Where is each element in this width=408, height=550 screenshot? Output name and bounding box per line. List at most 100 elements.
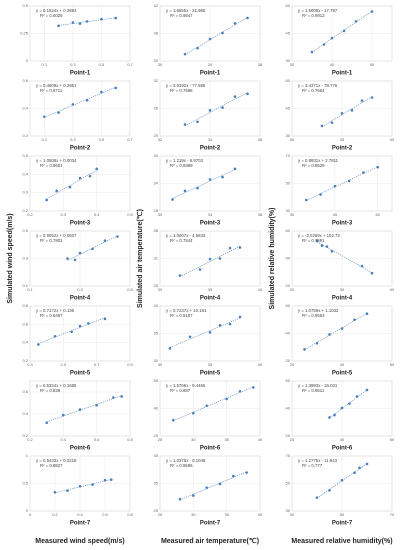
chart-title: Point-7: [200, 521, 221, 527]
x-tick-label: 38: [258, 62, 263, 67]
y-tick-label: 0.2: [22, 433, 28, 438]
annotation: R² = 0.9913: [302, 13, 325, 18]
y-tick-label: 0.2: [22, 358, 28, 363]
data-point: [100, 17, 103, 21]
annotation: y = 0.4509x + 0.2861: [36, 83, 77, 88]
data-point: [95, 167, 98, 171]
y-tick-label: 0.8: [22, 303, 28, 308]
data-point: [238, 246, 242, 249]
y-tick-label: 0.1: [22, 283, 28, 288]
data-point: [340, 111, 344, 115]
annotation: y = 0.7237x + 10.181: [166, 308, 207, 313]
x-tick-label: 35: [208, 362, 213, 367]
annotation: R² = 0.9187: [170, 313, 193, 318]
chart-title: Point-4: [200, 296, 221, 302]
x-tick-label: 30: [340, 287, 345, 292]
x-tick-label: 0.5: [127, 212, 133, 217]
data-point: [208, 331, 212, 334]
y-tick-label: 25: [154, 508, 159, 513]
x-tick-label: 0.2: [27, 437, 33, 442]
chart-title: Point-7: [332, 521, 353, 527]
y-tick-label: 0.4: [22, 171, 28, 176]
y-tick-label: 26: [154, 106, 159, 111]
data-point: [238, 389, 242, 393]
data-point: [221, 106, 224, 109]
trendline: [172, 169, 236, 199]
x-tick-label: 40: [258, 437, 263, 442]
y-tick-label: 0.3: [22, 190, 28, 195]
annotation: R² = 0.6026: [40, 13, 63, 18]
chart-title: Point-5: [70, 371, 91, 377]
y-tick-label: 0.4: [22, 340, 28, 345]
x-tick-label: 50: [370, 62, 375, 67]
data-point: [172, 418, 175, 422]
y-tick-label: 40: [286, 256, 291, 261]
x-tick-label: 25: [158, 437, 163, 442]
trendline: [311, 10, 373, 53]
trendline: [46, 395, 122, 423]
x-tick-label: 60: [390, 437, 395, 442]
x-tick-label: 34: [208, 62, 213, 67]
y-tick-label: 34: [154, 181, 159, 186]
y-tick-label: 45: [286, 106, 291, 111]
x-axis-label: Measured air temperature(℃): [161, 537, 259, 545]
x-tick-label: 0.3: [27, 362, 33, 367]
y-tick-label: 70: [286, 453, 291, 458]
y-tick-label: 45: [154, 453, 159, 458]
data-point: [208, 37, 212, 41]
data-point: [196, 46, 199, 50]
y-tick-label: 40: [154, 153, 159, 158]
chart-title: Point-3: [70, 221, 91, 227]
data-point: [196, 186, 199, 190]
data-point: [218, 323, 222, 327]
y-tick-label: 0.5: [22, 481, 28, 486]
chart-title: Point-5: [200, 371, 221, 377]
x-tick-label: 0.3: [70, 137, 76, 142]
data-point: [178, 497, 182, 501]
y-tick-label: 40: [286, 331, 291, 336]
data-point: [103, 239, 107, 242]
y-tick-label: 0.5: [22, 153, 28, 158]
annotation: y = 1.0508x + 0.0034: [36, 158, 77, 163]
data-point: [228, 322, 232, 326]
data-point: [114, 16, 118, 20]
data-point: [365, 388, 369, 392]
data-point: [340, 406, 344, 410]
y-tick-label: 40: [286, 406, 291, 411]
data-point: [178, 274, 182, 277]
data-point: [70, 330, 73, 333]
x-tick-label: 30: [290, 512, 295, 517]
data-point: [348, 402, 351, 405]
data-point: [66, 489, 69, 492]
data-point: [68, 185, 72, 189]
data-point: [365, 312, 369, 316]
y-tick-label: 55: [154, 378, 159, 383]
x-tick-label: 35: [208, 287, 213, 292]
x-tick-label: 0.6: [94, 437, 100, 442]
y-tick-label: 60: [286, 303, 291, 308]
annotation: R² = 0.887: [170, 388, 191, 393]
data-point: [333, 413, 336, 417]
annotation: y = 3.4371x - 78.776: [298, 83, 338, 88]
data-point: [78, 484, 82, 488]
annotation: R² = 0.9511: [302, 388, 325, 393]
data-point: [328, 416, 331, 419]
x-tick-label: 0.7: [94, 362, 100, 367]
annotation: R² = 0.9389: [170, 163, 193, 168]
x-tick-label: 20: [290, 362, 295, 367]
chart-title: Point-1: [70, 71, 91, 77]
data-point: [342, 29, 346, 33]
chart-title: Point-5: [332, 371, 353, 377]
x-tick-label: 20: [290, 287, 295, 292]
y-tick-label: 0.6: [22, 389, 28, 394]
x-tick-label: 0.2: [27, 212, 33, 217]
x-tick-label: 40: [330, 62, 335, 67]
x-tick-label: 35: [224, 512, 229, 517]
annotation: y = 1.5766x - 9.4466: [166, 383, 206, 388]
data-point: [362, 171, 365, 174]
annotation: R² = 0.7664: [302, 88, 325, 93]
x-tick-label: 0.1: [27, 287, 33, 292]
annotation: y = 1.0759x + 1.1032: [298, 308, 339, 313]
data-point: [376, 165, 380, 169]
data-point: [315, 496, 319, 499]
